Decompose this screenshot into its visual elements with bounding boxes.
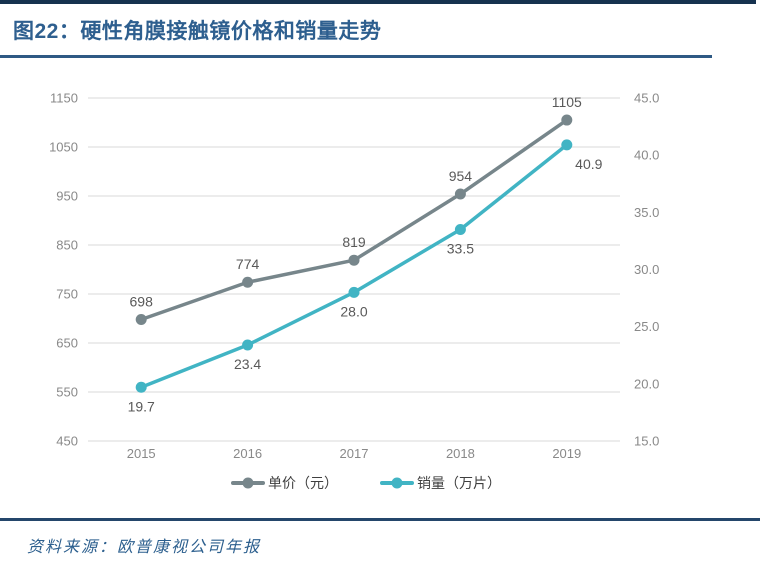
data-label: 19.7 — [128, 398, 155, 414]
source-text: 资料来源：欧普康视公司年报 — [27, 537, 262, 556]
right-axis-tick: 15.0 — [634, 434, 659, 449]
price-line-swatch — [231, 477, 265, 489]
data-label: 954 — [449, 168, 473, 184]
data-point — [561, 114, 573, 126]
right-axis-tick: 20.0 — [634, 376, 659, 391]
data-point — [242, 339, 254, 351]
x-axis-tick: 2018 — [446, 446, 475, 461]
legend-item-price: 单价（元） — [231, 473, 338, 493]
left-axis-tick: 650 — [56, 336, 78, 351]
data-label: 819 — [342, 234, 366, 250]
volume-marker-dot — [391, 477, 403, 489]
legend-label-price: 单价（元） — [268, 475, 338, 491]
data-label: 698 — [130, 293, 154, 309]
data-point — [454, 223, 466, 235]
right-axis-tick: 40.0 — [634, 148, 659, 163]
data-point — [135, 381, 147, 393]
x-axis-tick: 2017 — [340, 446, 369, 461]
right-axis-tick: 25.0 — [634, 319, 659, 334]
data-point — [348, 286, 360, 298]
data-label: 28.0 — [340, 303, 367, 319]
data-point — [242, 276, 254, 288]
data-label: 1105 — [552, 94, 582, 110]
legend-item-volume: 销量（万片） — [380, 473, 501, 493]
left-axis-tick: 850 — [56, 238, 78, 253]
bottom-divider — [0, 518, 760, 521]
left-axis-tick: 450 — [56, 434, 78, 449]
price-marker-dot — [242, 477, 254, 489]
data-label: 40.9 — [575, 156, 602, 172]
data-point — [561, 139, 573, 151]
left-axis-tick: 950 — [56, 189, 78, 204]
figure-title: 图22：硬性角膜接触镜价格和销量走势 — [13, 20, 382, 43]
volume-line-swatch — [380, 477, 414, 489]
right-axis-tick: 35.0 — [634, 205, 659, 220]
data-point — [454, 188, 466, 200]
data-point — [135, 313, 147, 325]
left-axis-tick: 1050 — [49, 140, 78, 155]
left-axis-tick: 550 — [56, 385, 78, 400]
left-axis-tick: 1150 — [50, 91, 78, 106]
x-axis-tick: 2019 — [552, 446, 581, 461]
series-line — [140, 143, 568, 389]
data-point — [348, 254, 360, 266]
top-accent-bar — [0, 0, 756, 4]
data-label: 33.5 — [447, 240, 474, 256]
right-axis-tick: 45.0 — [634, 91, 659, 106]
x-axis-tick: 2016 — [233, 446, 262, 461]
data-label: 23.4 — [234, 356, 261, 372]
dual-axis-line-chart: 1150 1050 950 850 750 650 550 450 45.0 40.0 35.0 30… — [49, 91, 659, 462]
x-axis-tick: 2015 — [127, 446, 156, 461]
left-axis-tick: 750 — [56, 287, 78, 302]
chart-legend: 单价（元） 销量（万片） — [0, 473, 732, 493]
title-underline — [0, 55, 712, 58]
legend-label-volume: 销量（万片） — [417, 475, 501, 491]
data-label: 774 — [236, 256, 260, 272]
right-axis-tick: 30.0 — [634, 262, 659, 277]
